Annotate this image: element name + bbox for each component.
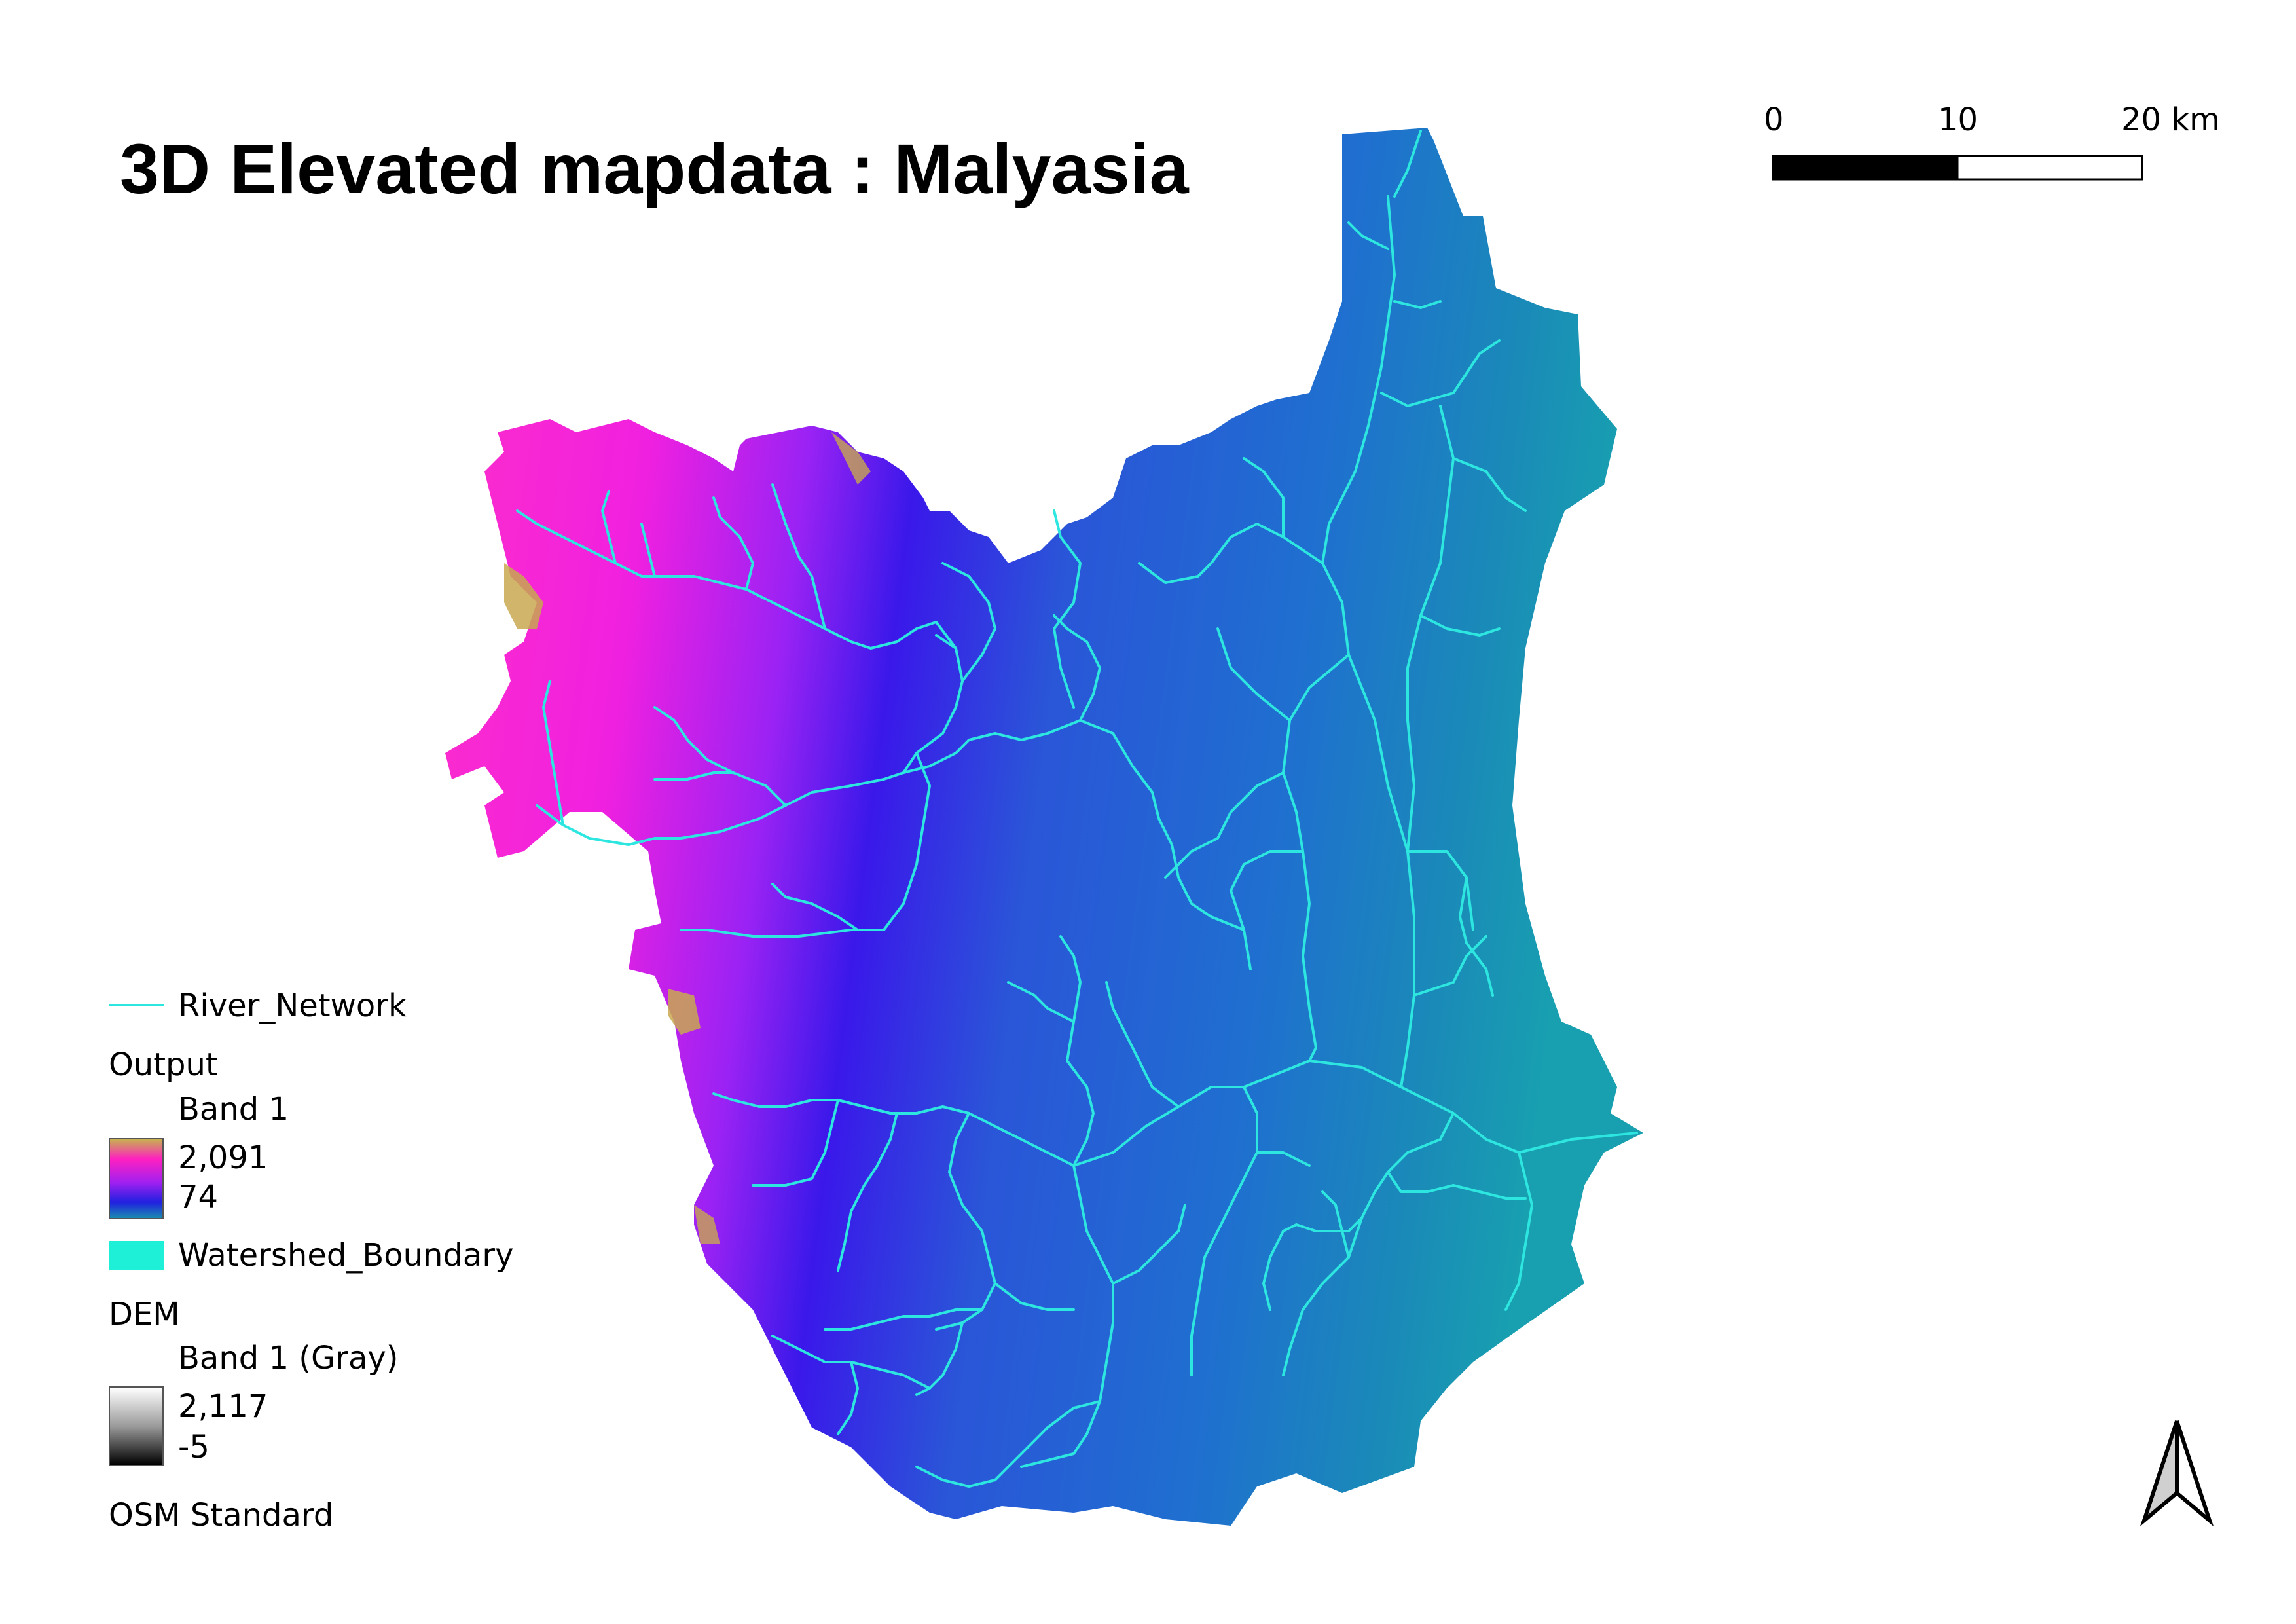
legend-output-min: 74 (178, 1179, 219, 1215)
legend-watershed-boundary-label: Watershed_Boundary (178, 1237, 514, 1274)
north-arrow-icon (2140, 1420, 2214, 1527)
high-elevation-patch (694, 1205, 720, 1244)
high-elevation-patch (668, 989, 701, 1035)
legend-output-label: Output (109, 1046, 218, 1083)
dem-gray-ramp (109, 1386, 164, 1466)
river-network (516, 130, 1638, 1488)
scale-bar-segment-empty (1956, 155, 2143, 181)
legend-dem-max: 2,117 (178, 1388, 268, 1425)
scale-bar-segment-filled (1772, 155, 1959, 181)
scale-bar (1772, 155, 2143, 181)
watershed-boundary-legend-symbol (109, 1241, 164, 1270)
map-title: 3D Elevated mapdata : Malyasia (120, 129, 1189, 208)
legend-output-max: 2,091 (178, 1139, 268, 1176)
legend-output-band: Band 1 (178, 1091, 289, 1128)
scale-label-10: 10 (1938, 101, 1978, 138)
high-elevation-patch (504, 563, 543, 629)
legend-dem-label: DEM (109, 1296, 180, 1333)
output-color-ramp (109, 1138, 164, 1219)
legend-dem-min: -5 (178, 1429, 210, 1466)
scale-label-20-km: 20 km (2121, 101, 2220, 138)
legend-river-network-label: River_Network (178, 987, 407, 1024)
high-elevation-patch (831, 432, 871, 485)
scale-label-0: 0 (1764, 101, 1784, 138)
legend-basemap-label: OSM Standard (109, 1497, 334, 1534)
legend-dem-band: Band 1 (Gray) (178, 1340, 399, 1376)
watershed-elevation-area (445, 128, 1643, 1526)
